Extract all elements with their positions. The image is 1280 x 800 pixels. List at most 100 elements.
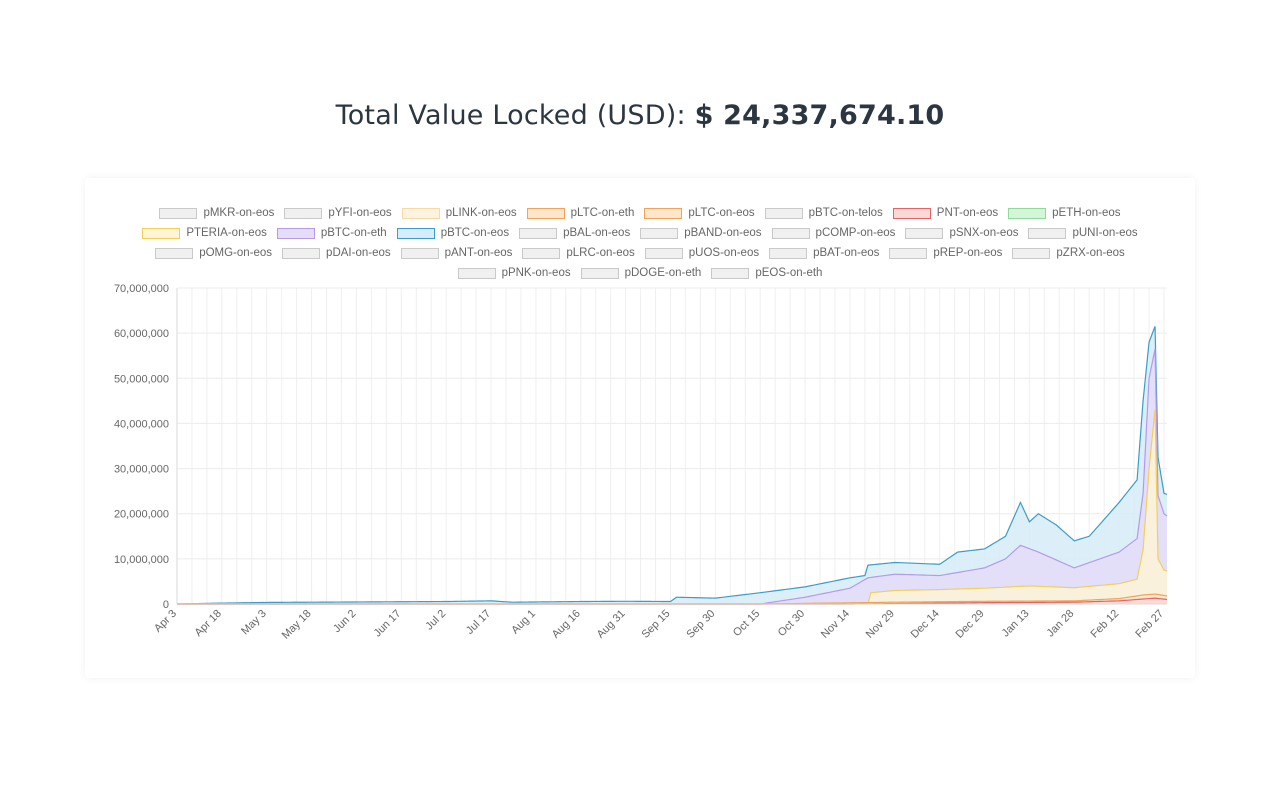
legend-item[interactable]: pMKR-on-eos: [159, 203, 274, 223]
legend-item[interactable]: pCOMP-on-eos: [771, 223, 896, 243]
series-line: [176, 326, 1168, 605]
legend-item[interactable]: pOMG-on-eos: [155, 243, 272, 263]
x-tick-label: Feb 12: [1089, 608, 1122, 641]
legend-label: pBAL-on-eos: [563, 227, 631, 239]
x-tick-label: Apr 18: [193, 608, 224, 639]
series-area: [177, 598, 1167, 604]
legend-row: PTERIA-on-eos pBTC-on-eth pBTC-on-eos pBAL-…: [0, 223, 1280, 243]
x-tick-label: May 18: [280, 608, 314, 642]
legend-item[interactable]: pBTC-on-eos: [396, 223, 509, 243]
legend-item[interactable]: pDAI-on-eos: [282, 243, 391, 263]
legend-swatch: [711, 267, 750, 279]
x-tick-label: Feb 27: [1133, 608, 1166, 641]
legend-label: PNT-on-eos: [936, 207, 999, 219]
x-tick-label: Aug 16: [550, 608, 583, 641]
legend-swatch: [457, 267, 496, 279]
legend-label: pDAI-on-eos: [326, 247, 391, 259]
x-tick-label: Jan 13: [1000, 608, 1032, 640]
y-tick-labels: 0 10,000,000 20,000,000 30,000,000 40,000,00…: [114, 283, 169, 611]
legend-item[interactable]: PNT-on-eos: [892, 203, 999, 223]
legend-label: pBAND-on-eos: [684, 227, 762, 239]
legend-item[interactable]: pDOGE-on-eth: [580, 263, 702, 283]
legend-item[interactable]: pETH-on-eos: [1008, 203, 1121, 223]
x-tick-label: Sep 30: [684, 608, 717, 641]
legend-swatch: [580, 267, 619, 279]
legend-item[interactable]: pBAL-on-eos: [519, 223, 630, 243]
x-tick-label: Nov 14: [819, 608, 852, 641]
legend-swatch: [396, 227, 435, 239]
legend-item[interactable]: pZRX-on-eos: [1012, 243, 1125, 263]
x-tick-label: Jan 28: [1045, 608, 1077, 640]
chart-legend: pMKR-on-eos pYFI-on-eos pLINK-on-eos pLTC-o…: [0, 203, 1280, 283]
x-tick-label: Oct 30: [776, 608, 807, 639]
legend-label: pMKR-on-eos: [203, 207, 275, 219]
x-tick-label: Dec 29: [954, 608, 987, 641]
legend-label: pUOS-on-eos: [688, 247, 760, 259]
x-tick-label: Nov 29: [864, 608, 897, 641]
x-tick-label: Dec 14: [909, 608, 942, 641]
legend-label: pUNI-on-eos: [1072, 227, 1138, 239]
legend-swatch: [142, 227, 181, 239]
x-tick-labels: Apr 3 Apr 18 May 3 May 18 Jun 2 Jun 17 Jul 2 Ju…: [152, 608, 1166, 642]
legend-label: pLTC-on-eth: [570, 207, 635, 219]
legend-item[interactable]: pUNI-on-eos: [1028, 223, 1138, 243]
x-tick-label: Oct 15: [731, 608, 762, 639]
legend-item[interactable]: pLRC-on-eos: [522, 243, 635, 263]
legend-swatch: [519, 227, 558, 239]
legend-item[interactable]: pBAT-on-eos: [769, 243, 879, 263]
legend-label: pETH-on-eos: [1052, 207, 1121, 219]
x-tick-label: Jul 17: [464, 608, 493, 637]
legend-item[interactable]: pYFI-on-eos: [284, 203, 392, 223]
legend-swatch: [400, 247, 439, 259]
x-tick-label: Apr 3: [152, 608, 179, 635]
legend-item[interactable]: pLTC-on-eos: [644, 203, 755, 223]
legend-item[interactable]: pPNK-on-eos: [457, 263, 571, 283]
legend-row: pOMG-on-eos pDAI-on-eos pANT-on-eos pLRC-on…: [0, 243, 1280, 263]
legend-label: pLTC-on-eos: [688, 207, 755, 219]
legend-swatch: [1008, 207, 1047, 219]
legend-label: pYFI-on-eos: [328, 207, 392, 219]
x-tick-label: Jun 2: [331, 608, 359, 636]
page-title: Total Value Locked (USD): $ 24,337,674.1…: [0, 100, 1280, 131]
legend-swatch: [889, 247, 928, 259]
legend-swatch: [276, 227, 315, 239]
x-tick-label: Aug 31: [595, 608, 628, 641]
legend-item[interactable]: pBAND-on-eos: [640, 223, 762, 243]
legend-label: pREP-on-eos: [933, 247, 1003, 259]
legend-item[interactable]: pBTC-on-telos: [764, 203, 883, 223]
y-tick-label: 30,000,000: [114, 464, 169, 476]
legend-label: pANT-on-eos: [444, 247, 513, 259]
legend-label: pCOMP-on-eos: [815, 227, 896, 239]
legend-item[interactable]: pREP-on-eos: [889, 243, 1002, 263]
legend-item[interactable]: pEOS-on-eth: [711, 263, 822, 283]
legend-item[interactable]: pLINK-on-eos: [401, 203, 517, 223]
legend-row: pPNK-on-eos pDOGE-on-eth pEOS-on-eth: [0, 263, 1280, 283]
legend-label: pSNX-on-eos: [949, 227, 1019, 239]
legend-label: pBTC-on-telos: [808, 207, 883, 219]
x-tick-label: Jul 2: [423, 608, 448, 633]
y-tick-label: 10,000,000: [114, 554, 169, 566]
legend-item[interactable]: pLTC-on-eth: [526, 203, 635, 223]
series-group: [176, 326, 1168, 605]
legend-label: pDOGE-on-eth: [624, 267, 702, 279]
legend-item[interactable]: PTERIA-on-eos: [142, 223, 267, 243]
legend-swatch: [284, 207, 323, 219]
legend-label: pOMG-on-eos: [199, 247, 273, 259]
legend-item[interactable]: pSNX-on-eos: [905, 223, 1018, 243]
legend-item[interactable]: pBTC-on-eth: [276, 223, 387, 243]
legend-swatch: [522, 247, 561, 259]
legend-item[interactable]: pANT-on-eos: [400, 243, 513, 263]
x-tick-label: Jun 17: [372, 608, 404, 640]
legend-swatch: [769, 247, 808, 259]
legend-label: pEOS-on-eth: [755, 267, 823, 279]
title-prefix: Total Value Locked (USD):: [335, 100, 686, 131]
legend-swatch: [282, 247, 321, 259]
legend-swatch: [644, 247, 683, 259]
total-value: $ 24,337,674.10: [694, 100, 945, 131]
x-tick-label: May 3: [239, 608, 269, 638]
legend-swatch: [155, 247, 194, 259]
legend-item[interactable]: pUOS-on-eos: [644, 243, 760, 263]
legend-swatch: [892, 207, 931, 219]
